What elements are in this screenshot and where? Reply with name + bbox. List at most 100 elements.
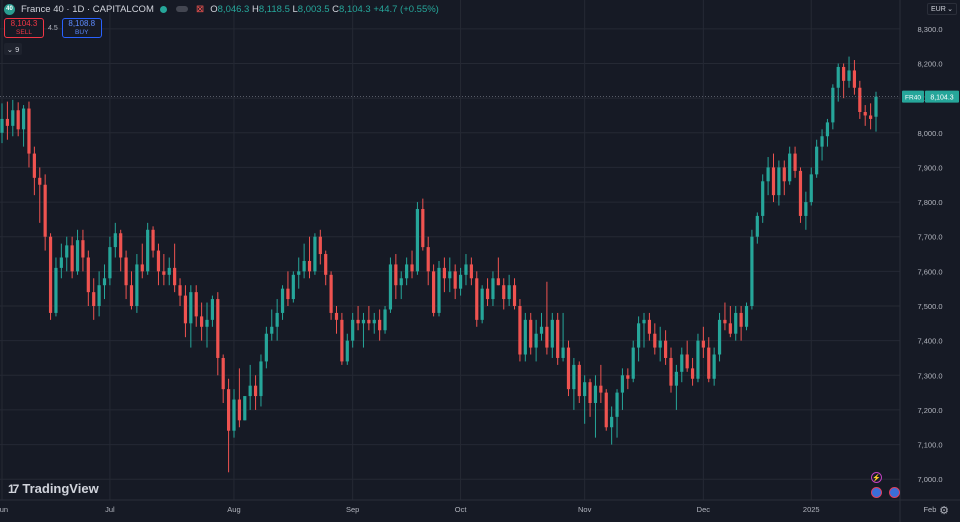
candle-body (16, 110, 20, 130)
candle-body (307, 260, 312, 272)
candle-body (766, 167, 770, 182)
candle-body (405, 264, 409, 279)
ohlc-values: O8,046.3 H8,118.5 L8,003.5 C8,104.3 +44.… (210, 4, 439, 15)
candle-body (615, 392, 619, 417)
visibility-toggle-icon[interactable] (175, 6, 188, 12)
settings-gear-icon[interactable]: ⚙ (939, 504, 949, 517)
candle-body (0, 118, 4, 133)
candle-body (259, 361, 263, 397)
candle-body (415, 209, 420, 272)
candle-body (394, 264, 398, 286)
candle-body (410, 264, 414, 272)
candle-body (286, 288, 290, 300)
candle-body (453, 271, 457, 289)
candle-body (216, 299, 220, 358)
candle-body (620, 375, 625, 393)
candle-body (577, 364, 581, 397)
candle-body (836, 66, 840, 88)
indicators-count: 9 (15, 44, 20, 54)
candle-body (129, 285, 134, 306)
candle-body (243, 396, 247, 421)
event-bolt-icon[interactable]: ⚡ (871, 472, 882, 483)
currency-select[interactable]: EUR ⌄ (927, 3, 957, 15)
candle-body (631, 347, 635, 379)
sell-label: SELL (16, 29, 32, 36)
indicators-toggle-button[interactable]: ⌄ 9 (4, 43, 22, 55)
candle-body (653, 333, 657, 348)
x-tick-label: Dec (697, 505, 711, 514)
price-axis: 7,000.0 7,100.0 7,200.0 7,300.0 7,400.0 7,500… (899, 0, 960, 522)
candle-body (820, 136, 824, 147)
symbol-title[interactable]: France 40 · 1D · CAPITALCOM (21, 3, 154, 15)
candle-body (798, 170, 803, 216)
y-tick-label: 7,400.0 (917, 337, 942, 346)
symbol-tag-box (902, 90, 924, 103)
symbol-tag-label: FR40 (905, 95, 921, 102)
last-price-marker: FR40 8,104.3 (0, 90, 959, 103)
candle-body (583, 382, 587, 397)
candle-body (173, 267, 177, 286)
candle-body (842, 66, 846, 81)
y-tick-label: 7,500.0 (917, 302, 942, 311)
candle-body (119, 233, 123, 258)
event-marker-icon[interactable] (889, 487, 900, 498)
candle-body (663, 340, 668, 358)
candle-body (86, 257, 90, 293)
candle-body (858, 87, 862, 112)
x-tick-label: Jun (0, 505, 8, 514)
candle-body (815, 146, 819, 175)
candle-body (356, 319, 360, 324)
y-tick-label: 8,000.0 (917, 129, 942, 138)
candle-body (361, 319, 366, 324)
candle-body (707, 347, 711, 379)
candle-body (572, 364, 576, 390)
x-tick-label: Feb (923, 505, 936, 514)
candle-body (92, 292, 96, 306)
event-marker-icon[interactable] (871, 487, 882, 498)
open-label: O (210, 3, 218, 15)
candle-body (5, 118, 9, 126)
y-tick-label: 7,300.0 (917, 371, 942, 380)
close-value: 8,104.3 (339, 3, 371, 15)
y-tick-label: 7,900.0 (917, 163, 942, 172)
close-icon[interactable]: ⊠ (195, 3, 205, 15)
candle-body (54, 267, 58, 313)
candle-body (194, 292, 198, 317)
buy-label: BUY (75, 29, 89, 36)
candle-body (270, 326, 274, 334)
buy-button[interactable]: 8,108.8 BUY (61, 18, 102, 38)
candle-body (852, 70, 857, 88)
low-value: 8,003.5 (297, 3, 330, 15)
y-tick-label: 7,600.0 (917, 267, 942, 276)
candle-body (491, 278, 495, 300)
candle-body (313, 236, 317, 272)
candle-body (847, 70, 851, 81)
candle-body (275, 312, 279, 327)
candle-body (264, 333, 268, 362)
candle-body (367, 319, 371, 324)
candle-body (685, 354, 689, 369)
tradingview-logo[interactable]: 17 TradingView (8, 481, 99, 496)
sell-button[interactable]: 8,104.3 SELL (4, 18, 44, 38)
candle-body (65, 245, 69, 258)
candle-body (734, 312, 738, 334)
candle-body (518, 306, 522, 355)
candle-body (302, 260, 306, 272)
candle-body (658, 340, 662, 348)
candle-body (723, 319, 727, 324)
candle-body (59, 257, 63, 268)
candle-body (739, 312, 743, 327)
y-tick-label: 7,700.0 (917, 233, 942, 242)
tradingview-wordmark: TradingView (22, 481, 99, 496)
candle-body (750, 236, 754, 306)
candle-body (545, 326, 549, 348)
last-price-box (925, 90, 959, 103)
symbol-logo-icon: 40 (4, 3, 15, 15)
candle-body (825, 122, 830, 137)
candle-body (140, 264, 144, 272)
candle-body (291, 274, 295, 300)
x-tick-label: Nov (578, 505, 592, 514)
candle-body (464, 264, 468, 275)
candle-body (27, 108, 31, 154)
